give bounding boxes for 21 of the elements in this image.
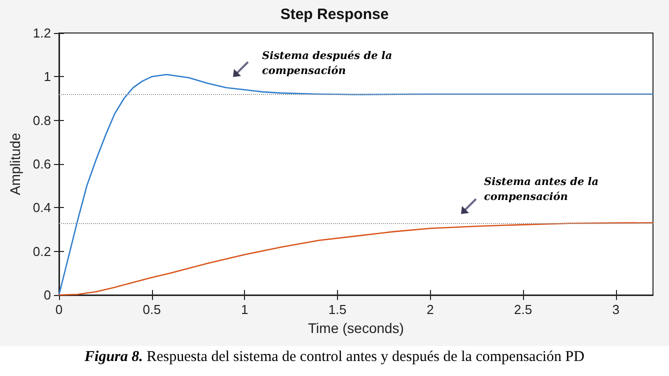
x-tick-label: 0.5 <box>142 302 161 317</box>
y-tick-label: 0 <box>44 288 51 302</box>
y-tick-label: 1 <box>44 69 51 84</box>
y-axis-title: Amplitude <box>7 132 23 196</box>
annotation: Sistema después de la compensación <box>262 49 394 79</box>
y-tick-label: 0.2 <box>32 244 51 259</box>
y-tick-label: 0.6 <box>32 156 51 172</box>
line-series <box>58 222 654 296</box>
x-tick-label: 1.5 <box>328 302 346 317</box>
x-tick-label: 3 <box>612 302 620 317</box>
x-tick-label: 1 <box>240 302 248 317</box>
annotation: Sistema antes de la compensación <box>484 175 600 205</box>
y-tick-label: 0.4 <box>32 200 51 216</box>
y-tick-label: 1.2 <box>32 26 51 40</box>
x-tick-label: 2 <box>426 302 434 317</box>
x-axis-title: Time (seconds) <box>308 320 404 336</box>
y-tick-label: 0.8 <box>32 112 51 128</box>
chart-title: Step Response <box>280 6 389 23</box>
x-tick-label: 2.5 <box>514 302 532 317</box>
x-tick-label: 0 <box>55 302 63 317</box>
text: Figura 8. Respuesta del sistema de control antes y después de la compensación PD <box>0 346 669 376</box>
